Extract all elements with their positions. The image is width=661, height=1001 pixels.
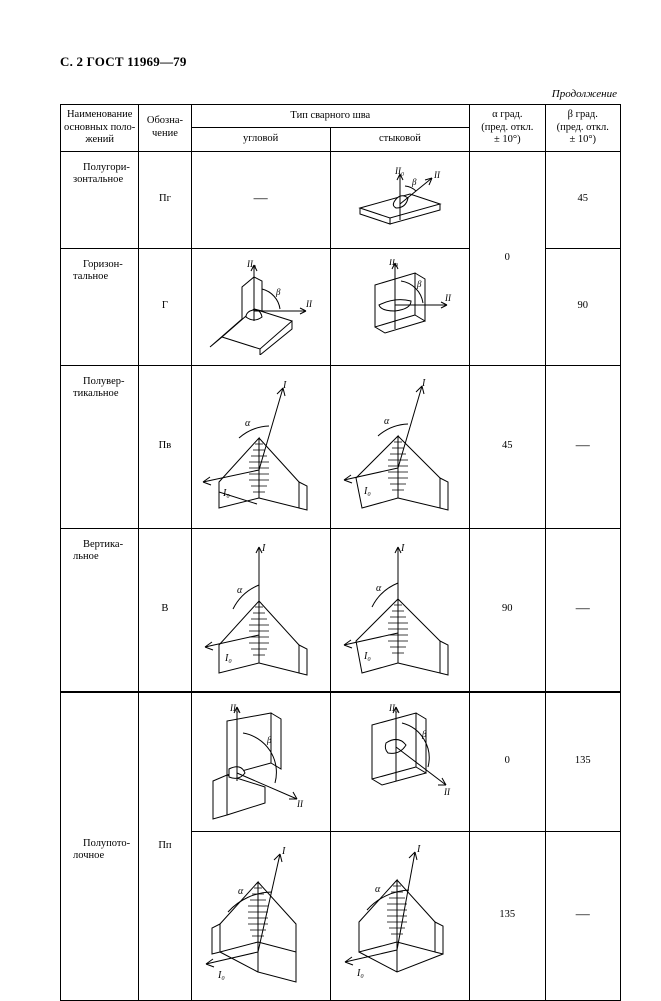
- butt-figure: I I₀ α: [330, 831, 469, 1000]
- axis-label: II: [443, 787, 451, 797]
- angle-label: β: [266, 735, 272, 745]
- table-row: Полупото-лочное Пп: [61, 692, 621, 832]
- axis-label: I: [416, 844, 421, 855]
- position-code: Пв: [139, 365, 191, 528]
- position-code: Пп: [139, 692, 191, 1001]
- position-name: Полупото-лочное: [61, 692, 139, 1001]
- alpha-value: 0: [470, 151, 545, 365]
- axis-label: I₀: [363, 651, 371, 662]
- position-code: Г: [139, 248, 191, 365]
- axis-label: I: [281, 846, 286, 857]
- corner-figure: I I₀ α: [191, 831, 330, 1000]
- angle-label: α: [238, 886, 244, 897]
- beta-value: —: [545, 528, 620, 692]
- col-subheader-butt: стыковой: [330, 128, 469, 151]
- beta-value: —: [545, 831, 620, 1000]
- col-header-weld-type: Тип сварного шва: [191, 105, 470, 128]
- angle-label: α: [237, 585, 243, 596]
- corner-figure: II₀ II β: [191, 248, 330, 365]
- angle-label: α: [376, 583, 382, 594]
- page-header: С. 2 ГОСТ 11969—79: [60, 54, 621, 70]
- position-code: Пг: [139, 151, 191, 248]
- angle-label: β: [416, 279, 422, 289]
- table-row: Полувер-тикальное Пв: [61, 365, 621, 528]
- col-header-code: Обозна­чение: [139, 105, 191, 152]
- axis-label: I₀: [356, 968, 364, 979]
- table-row: Полугори-зонтальное Пг —: [61, 151, 621, 248]
- beta-value: 90: [545, 248, 620, 365]
- position-name: Вертика-льное: [61, 528, 139, 692]
- col-header-name: Наименование основных поло­жений: [61, 105, 139, 152]
- welding-positions-table: Наименование основных поло­жений Обозна­…: [60, 104, 621, 1001]
- angle-label: β: [421, 729, 427, 739]
- axis-label: II₀: [388, 703, 398, 713]
- alpha-value: 45: [470, 365, 545, 528]
- axis-label: I: [400, 543, 405, 554]
- axis-label: I₀: [224, 653, 232, 664]
- corner-figure: I I₀ α: [191, 365, 330, 528]
- axis-label: II: [444, 293, 452, 303]
- axis-label: I₀: [222, 488, 230, 499]
- position-code: В: [139, 528, 191, 692]
- axis-label: II₀: [388, 259, 398, 267]
- axis-label: I: [421, 378, 426, 389]
- col-subheader-corner: угловой: [191, 128, 330, 151]
- alpha-value: 90: [470, 528, 545, 692]
- axis-label: II: [305, 299, 313, 309]
- axis-label: II: [433, 170, 441, 180]
- beta-value: 135: [545, 692, 620, 832]
- corner-figure: —: [191, 151, 330, 248]
- angle-label: β: [275, 287, 281, 297]
- alpha-value: 0: [470, 692, 545, 832]
- butt-figure: II₀ II β: [330, 248, 469, 365]
- angle-label: α: [245, 418, 251, 429]
- axis-label: II: [296, 799, 304, 809]
- angle-label: β: [411, 177, 417, 187]
- angle-label: α: [375, 884, 381, 895]
- corner-figure: I I₀ α: [191, 528, 330, 692]
- beta-value: —: [545, 365, 620, 528]
- butt-figure: II₀ II β: [330, 151, 469, 248]
- butt-figure: I I₀ α: [330, 365, 469, 528]
- corner-figure: II₀ II β: [191, 692, 330, 832]
- butt-figure: I I₀ α: [330, 528, 469, 692]
- col-header-beta: β град. (пред. откл. ± 10°): [545, 105, 620, 152]
- angle-label: α: [384, 416, 390, 427]
- butt-figure: II₀ II β: [330, 692, 469, 832]
- axis-label: I₀: [363, 486, 371, 497]
- axis-label: II₀: [394, 166, 404, 176]
- axis-label: I: [261, 543, 266, 554]
- table-row: Вертика-льное В: [61, 528, 621, 692]
- position-name: Полувер-тикальное: [61, 365, 139, 528]
- col-header-alpha: α град. (пред. откл. ± 10°): [470, 105, 545, 152]
- table-continuation-label: Продолжение: [60, 88, 617, 100]
- axis-label: II₀: [246, 259, 256, 269]
- alpha-value: 135: [470, 831, 545, 1000]
- position-name: Горизон-тальное: [61, 248, 139, 365]
- axis-label: II₀: [229, 703, 239, 713]
- axis-label: I: [282, 380, 287, 391]
- axis-label: I₀: [217, 970, 225, 981]
- position-name: Полугори-зонтальное: [61, 151, 139, 248]
- beta-value: 45: [545, 151, 620, 248]
